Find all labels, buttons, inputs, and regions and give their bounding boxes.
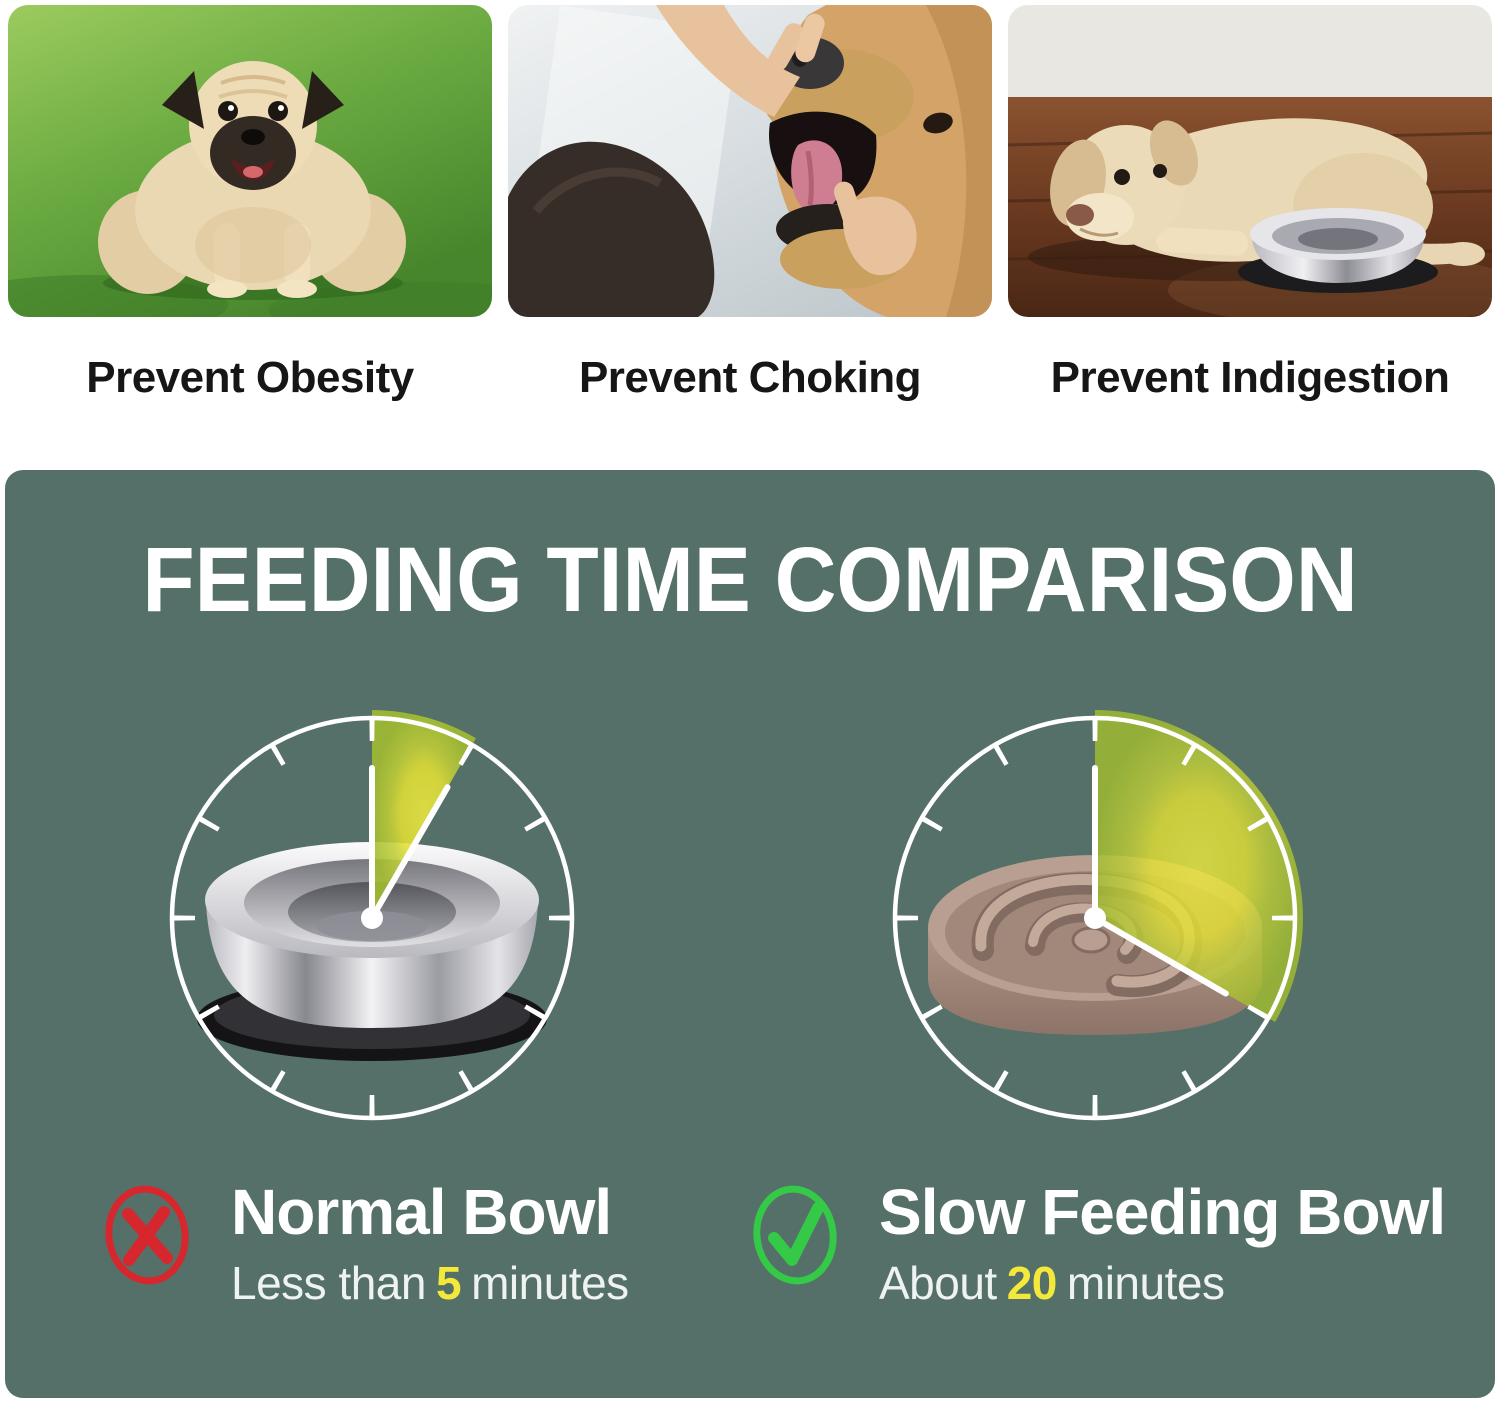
time-prefix: About (879, 1257, 997, 1309)
time-value: 20 (1006, 1257, 1058, 1309)
dog-mouth-check-photo (508, 5, 992, 317)
steel-bowl-small (1238, 208, 1438, 293)
clock-center-dot (1084, 907, 1106, 929)
slow-bowl-result: Slow Feeding Bowl About 20 minutes (748, 1176, 1446, 1310)
clock-center-dot (361, 907, 383, 929)
bowl-name: Normal Bowl (231, 1176, 612, 1248)
clock-hand-4 (1092, 915, 1229, 997)
mouth-check-illustration (508, 5, 992, 317)
slow-bowl-clock (865, 688, 1325, 1148)
benefit-card-indigestion: Prevent Indigestion (1008, 5, 1492, 403)
normal-bowl-text: Normal Bowl Less than 5 minutes (231, 1180, 629, 1310)
clock-hand-1 (369, 784, 451, 921)
benefit-caption: Prevent Obesity (86, 353, 414, 402)
clock-20min-diagram (892, 710, 1303, 1121)
time-suffix: minutes (1066, 1257, 1225, 1309)
clock-ticks (171, 717, 573, 1119)
comparison-panel: FEEDING TIME COMPARISON (5, 470, 1495, 1398)
bowl-time: Less than 5 minutes (231, 1256, 629, 1310)
labrador-with-bowl-illustration (1008, 5, 1492, 317)
time-prefix: Less than (231, 1257, 426, 1309)
obese-pug-photo (8, 5, 492, 317)
wedge-5-minutes (372, 710, 476, 918)
time-value: 5 (435, 1257, 462, 1309)
wedge-20-minutes (1095, 710, 1303, 1022)
benefit-caption: Prevent Choking (578, 353, 922, 402)
clock-ring (892, 715, 1298, 1121)
clock-5min-diagram (169, 710, 575, 1121)
benefit-card-obesity: Prevent Obesity (8, 5, 492, 403)
clock-ring (169, 715, 575, 1121)
slow-bowl-text: Slow Feeding Bowl About 20 minutes (879, 1176, 1446, 1310)
clock-ticks (894, 717, 1296, 1119)
tired-labrador-photo (1008, 5, 1492, 317)
comparison-title: FEEDING TIME COMPARISON (142, 529, 1358, 631)
normal-bowl-result: Normal Bowl Less than 5 minutes (100, 1180, 629, 1310)
cross-icon (105, 1185, 189, 1285)
benefit-card-choking: Prevent Choking (508, 5, 992, 403)
pug-on-grass-illustration (8, 5, 492, 317)
time-suffix: minutes (471, 1257, 629, 1309)
check-icon (753, 1185, 837, 1285)
bowl-time: About 20 minutes (879, 1256, 1445, 1310)
steel-bowl-illustration (197, 842, 547, 1061)
benefit-caption: Prevent Indigestion (1050, 353, 1450, 402)
normal-bowl-clock (142, 688, 602, 1148)
bowl-name: Slow Feeding Bowl (879, 1176, 1446, 1248)
